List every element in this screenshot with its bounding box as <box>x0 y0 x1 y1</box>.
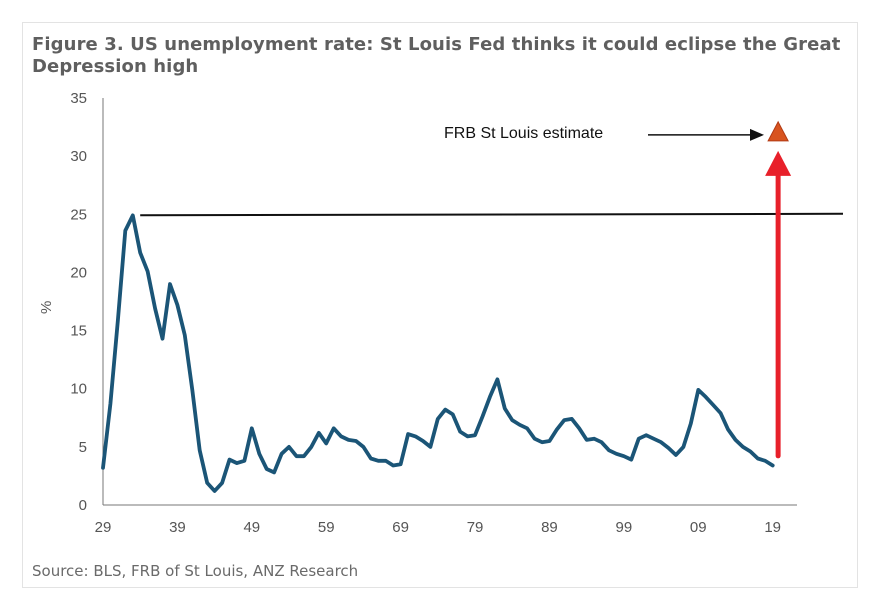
y-tick-label: 5 <box>79 439 87 456</box>
x-tick-labels: 29 39 49 59 69 79 89 99 09 19 <box>95 519 781 536</box>
source-note: Source: BLS, FRB of St Louis, ANZ Resear… <box>32 562 359 580</box>
estimate-pointer-arrow <box>648 128 764 141</box>
great-depression-high-line <box>140 212 844 217</box>
x-tick-label: 99 <box>616 519 633 536</box>
y-tick-label: 10 <box>70 381 87 398</box>
y-tick-label: 15 <box>70 323 87 340</box>
y-tick-label: 20 <box>70 264 87 281</box>
unemployment-rate-line <box>101 213 775 493</box>
red-arrow-head <box>765 150 792 176</box>
x-tick-label: 29 <box>95 519 112 536</box>
estimate-label: FRB St Louis estimate <box>444 125 603 142</box>
x-tick-label: 09 <box>690 519 707 536</box>
y-axis-label: % <box>38 301 55 314</box>
y-tick-label: 0 <box>79 497 87 514</box>
axes <box>102 98 797 506</box>
x-tick-label: 69 <box>392 519 409 536</box>
x-tick-label: 19 <box>764 519 781 536</box>
x-tick-label: 79 <box>467 519 484 536</box>
chart-frame <box>22 22 858 588</box>
y-tick-labels: 0 5 10 15 20 25 30 35 <box>70 90 87 514</box>
x-tick-label: 89 <box>541 519 558 536</box>
estimate-triangle-marker <box>767 120 789 142</box>
red-up-arrow <box>765 150 792 459</box>
y-tick-label: 25 <box>70 206 87 223</box>
x-tick-label: 39 <box>169 519 186 536</box>
y-tick-label: 30 <box>70 148 87 165</box>
x-tick-label: 59 <box>318 519 335 536</box>
chart-title: Figure 3. US unemployment rate: St Louis… <box>32 34 841 77</box>
pointer-arrow-head <box>750 128 764 141</box>
y-tick-label: 35 <box>70 90 87 107</box>
x-tick-label: 49 <box>243 519 260 536</box>
